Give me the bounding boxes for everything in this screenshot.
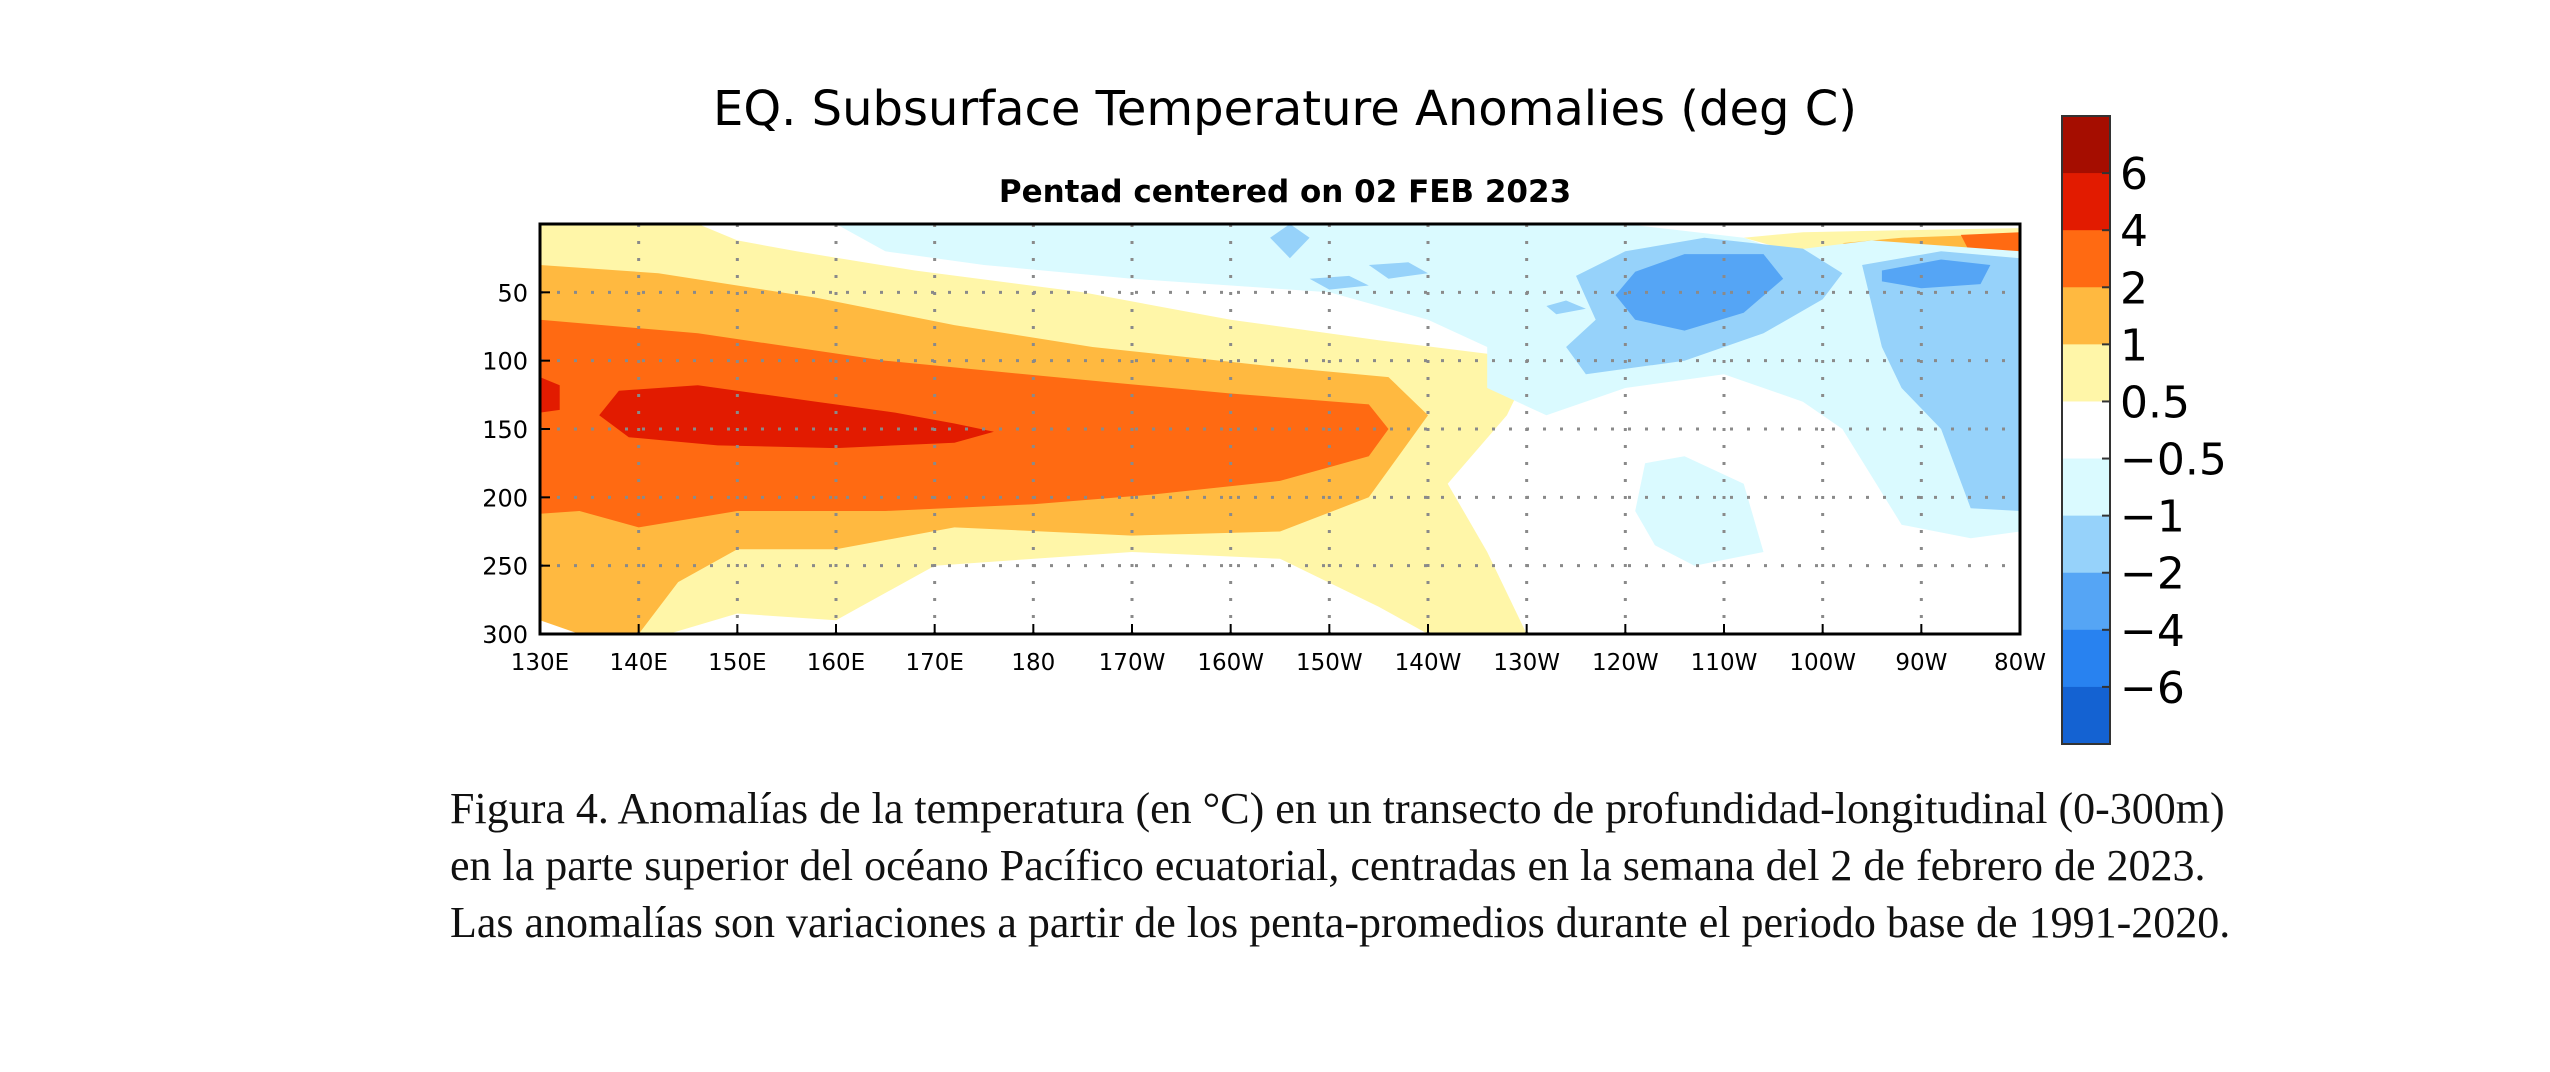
x-tick-label: 160E	[807, 650, 865, 676]
x-tick-label: 170E	[905, 650, 963, 676]
colorbar-label: 4	[2120, 206, 2148, 257]
x-tick-label: 160W	[1197, 650, 1264, 676]
anomaly-region-15	[1546, 300, 1586, 315]
y-tick-label: 250	[482, 553, 528, 581]
y-tick-label: 100	[482, 348, 528, 376]
x-tick-label: 150E	[708, 650, 766, 676]
x-tick-label: 110W	[1691, 650, 1758, 676]
anomaly-region-4	[540, 377, 560, 413]
x-tick-label: 90W	[1895, 650, 1947, 676]
colorbar-label: −6	[2120, 663, 2185, 714]
x-tick-label: 140W	[1395, 650, 1462, 676]
x-tick-label: 80W	[1994, 650, 2046, 676]
colorbar-label: 1	[2120, 320, 2148, 371]
colorbar-label: −2	[2120, 549, 2185, 600]
grid-lines	[540, 224, 2020, 634]
x-tick-label: 180	[1011, 650, 1055, 676]
anomaly-region-14	[1368, 262, 1428, 279]
colorbar-label: −1	[2120, 492, 2185, 543]
y-tick-label: 150	[482, 416, 528, 444]
colorbar-frame	[2061, 115, 2111, 745]
anomaly-region-16	[1615, 254, 1784, 331]
anomaly-region-17	[1881, 259, 1991, 289]
anomaly-region-12	[1270, 224, 1310, 259]
colorbar-swatch	[2062, 515, 2110, 574]
anomaly-region-9	[1635, 456, 1764, 566]
chart-title: EQ. Subsurface Temperature Anomalies (de…	[713, 81, 1857, 137]
anomaly-region-2	[540, 319, 1389, 528]
chart-subtitle: Pentad centered on 02 FEB 2023	[999, 174, 1571, 210]
x-tick-label: 130W	[1493, 650, 1560, 676]
colorbar-legend: 6 4 2 1 0.5 −0.5 −1 −2 −4 −6	[2061, 115, 2227, 745]
x-tick-label: 130E	[511, 650, 569, 676]
y-axis: 50 100 150 200 250 300	[482, 279, 550, 649]
colorbar-swatch	[2062, 344, 2110, 402]
x-tick-label: 100W	[1789, 650, 1856, 676]
y-tick-label: 300	[482, 621, 528, 649]
colorbar-swatch	[2062, 629, 2110, 688]
anomaly-region-3	[599, 385, 994, 449]
figure-caption: Figura 4. Anomalías de la temperatura (e…	[450, 784, 2231, 947]
colorbar-swatch	[2062, 287, 2110, 345]
x-tick-label: 170W	[1099, 650, 1166, 676]
colorbar-swatch	[2062, 458, 2110, 517]
y-tick-label: 200	[482, 484, 528, 512]
anomaly-region-13	[1309, 275, 1369, 290]
colorbar-swatch	[2062, 401, 2110, 460]
colorbar-label: −0.5	[2120, 435, 2227, 486]
x-tick-label: 140E	[609, 650, 667, 676]
x-axis: 130E 140E 150E 160E 170E 180 170W 160W 150W 140W 1…	[511, 624, 2046, 676]
colorbar-swatch	[2062, 116, 2110, 174]
anomaly-region-11	[1862, 251, 2020, 512]
colorbar-swatch	[2062, 572, 2110, 631]
y-tick-label: 50	[497, 279, 528, 307]
colorbar-label: 6	[2120, 149, 2148, 200]
colorbar-label: 0.5	[2120, 377, 2190, 428]
colorbar-swatch	[2062, 173, 2110, 231]
x-tick-label: 120W	[1592, 650, 1659, 676]
colorbar-label: 2	[2120, 263, 2148, 314]
colorbar-swatch	[2062, 686, 2110, 745]
colorbar-swatch	[2062, 230, 2110, 288]
colorbar-label: −4	[2120, 606, 2185, 657]
x-tick-label: 150W	[1296, 650, 1363, 676]
